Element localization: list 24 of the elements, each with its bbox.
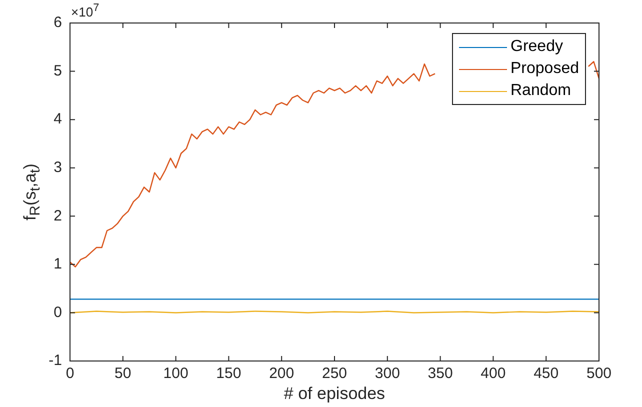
x-tick-label: 500 [586,365,612,382]
x-tick-label: 250 [322,365,348,382]
text: ×10$^{7}$ [71,2,100,20]
x-tick-label: 450 [534,365,559,382]
x-tick-label: 400 [480,365,506,382]
x-tick-label: 0 [66,365,74,382]
x-tick-label: 300 [374,365,400,382]
x-tick-label: 150 [216,365,242,382]
x-tick-label: 50 [114,365,132,382]
legend-label: Random [510,82,571,100]
y-tick-label: 3 [54,159,62,176]
y-tick-label: 2 [54,207,62,224]
y-tick-label: 6 [54,14,62,32]
y-tick-label: 0 [54,304,62,321]
y-tick-label: 4 [54,110,62,128]
y-tick-label: 5 [54,62,62,80]
x-tick-label: 200 [269,365,294,382]
legend-label: Greedy [510,38,563,56]
x-tick-label: 350 [428,365,453,382]
y-tick-label: -1 [48,352,62,370]
x-tick-label: 100 [163,365,188,382]
y-tick-label: 1 [54,256,62,273]
legend-label: Proposed [510,60,579,78]
x-axis-title: # of episodes [284,384,386,404]
